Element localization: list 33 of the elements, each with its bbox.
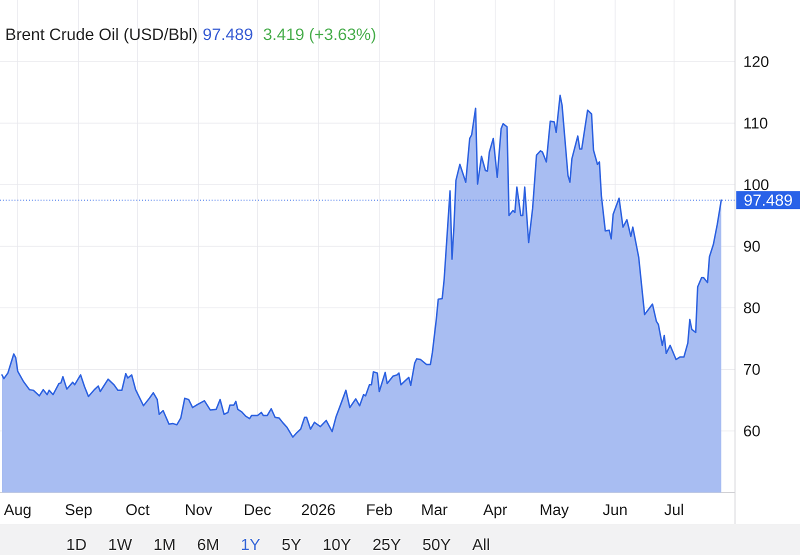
x-tick-label: Nov (186, 504, 212, 516)
y-tick-label: 60 (744, 425, 760, 436)
x-tick-label: Apr (483, 504, 508, 518)
x-tick-label: Jun (602, 504, 627, 516)
y-tick-label: 90 (744, 240, 760, 252)
x-tick-label: Jul (664, 504, 683, 516)
annotation: 97.489 (203, 28, 252, 40)
x-tick-label: May (540, 504, 569, 518)
text: All (472, 538, 489, 550)
text: 50Y (423, 538, 450, 550)
y-tick-label: 80 (744, 302, 760, 314)
x-tick-label: Sep (66, 504, 92, 518)
text: 1D (67, 538, 86, 550)
y-tick-label: 120 (744, 56, 768, 68)
x-tick-label: Dec (244, 504, 271, 516)
x-tick-label: Aug (4, 504, 30, 518)
y-tick-label: 110 (744, 118, 768, 129)
text: 5Y (282, 538, 301, 550)
text: Brent Crude Oil (USD/Bbl) (6, 28, 197, 44)
text: 1M (154, 538, 174, 550)
x-tick-label: 2026 (302, 504, 335, 516)
x-tick-label: Feb (367, 504, 392, 516)
text: 1W (109, 538, 132, 550)
text: 1Y (242, 538, 260, 550)
x-tick-label: Mar (422, 504, 448, 516)
y-tick-label: 70 (744, 364, 760, 375)
annotation: 3.419 (+3.63%) (264, 28, 376, 44)
ref-line-label: 97.489 (744, 194, 792, 206)
text: 6M (198, 538, 218, 550)
y-tick-label: 100 (744, 179, 768, 190)
x-tick-label: Oct (126, 504, 150, 516)
text: 25Y (373, 538, 401, 550)
text: 10Y (324, 538, 351, 550)
